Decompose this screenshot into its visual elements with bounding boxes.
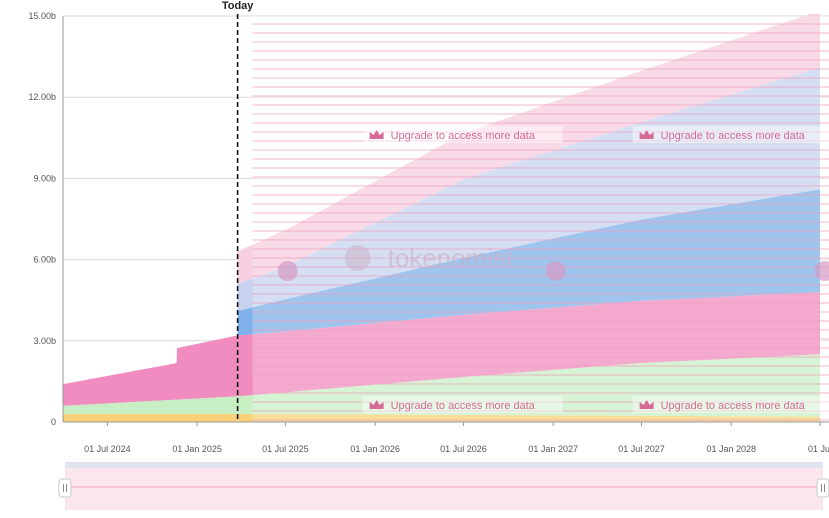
watermark-logo-icon	[344, 245, 371, 271]
crown-icon[interactable]	[369, 130, 384, 139]
lock-token-icon	[545, 261, 566, 281]
lock-token-icon	[277, 261, 298, 281]
today-marker: Today	[222, 0, 254, 422]
area-series-4	[237, 189, 821, 336]
x-tick-label: 01 Jan 2025	[172, 444, 222, 454]
y-tick-label: 6.00b	[33, 255, 56, 265]
x-tick-label: 01 Jul 2025	[262, 444, 309, 454]
upgrade-label-bg	[632, 396, 829, 413]
upgrade-link[interactable]: Upgrade to access more data	[661, 130, 806, 142]
x-tick-label: 01 Jul 2027	[618, 444, 665, 454]
y-tick-label: 0	[51, 417, 56, 427]
navigator-track	[65, 462, 823, 468]
x-tick-label: 01 Jan 2027	[528, 444, 578, 454]
y-tick-label: 12.00b	[28, 92, 56, 102]
crown-icon[interactable]	[369, 400, 384, 409]
crown-icon[interactable]	[639, 130, 654, 139]
y-tick-label: 15.00b	[28, 11, 56, 21]
upgrade-label-bg	[632, 126, 829, 143]
x-axis: 01 Jul 2024 01 Jan 2025 01 Jul 2025 01 Jan …	[63, 421, 829, 454]
y-tick-label: 3.00b	[33, 336, 56, 346]
lock-token-icon	[814, 261, 829, 281]
upgrade-link[interactable]: Upgrade to access more data	[391, 130, 536, 142]
locked-region	[252, 16, 829, 422]
navigator-right-handle[interactable]	[816, 478, 829, 498]
watermark-text: tokenomist	[388, 243, 514, 273]
area-series-5	[237, 67, 821, 312]
navigator-window[interactable]	[65, 468, 823, 510]
upgrade-label-bg	[362, 396, 563, 413]
area-series-6	[237, 14, 820, 284]
navigator-left-handle[interactable]	[58, 478, 72, 498]
x-tick-label: 01 Jan 2028	[706, 444, 756, 454]
x-tick-label: 01 Jan 2026	[350, 444, 400, 454]
upgrade-link[interactable]: Upgrade to access more data	[391, 400, 536, 412]
today-label: Today	[222, 0, 254, 12]
stacked-areas	[63, 14, 821, 422]
y-axis: 0 3.00b 6.00b 9.00b 12.00b 15.00b	[28, 11, 64, 427]
upgrade-label-bg	[362, 126, 563, 143]
locked-overlay: tokenomist Upgrade to access more data Upg…	[252, 16, 829, 422]
range-navigator[interactable]	[58, 462, 829, 510]
y-tick-label: 9.00b	[33, 173, 56, 183]
x-tick-label: 01 Jul 2026	[440, 444, 487, 454]
crown-icon[interactable]	[639, 400, 654, 409]
x-tick-label: 01 Jul	[808, 444, 829, 454]
area-series-2	[63, 354, 820, 417]
x-tick-label: 01 Jul 2024	[84, 444, 131, 454]
upgrade-link[interactable]: Upgrade to access more data	[661, 400, 806, 412]
